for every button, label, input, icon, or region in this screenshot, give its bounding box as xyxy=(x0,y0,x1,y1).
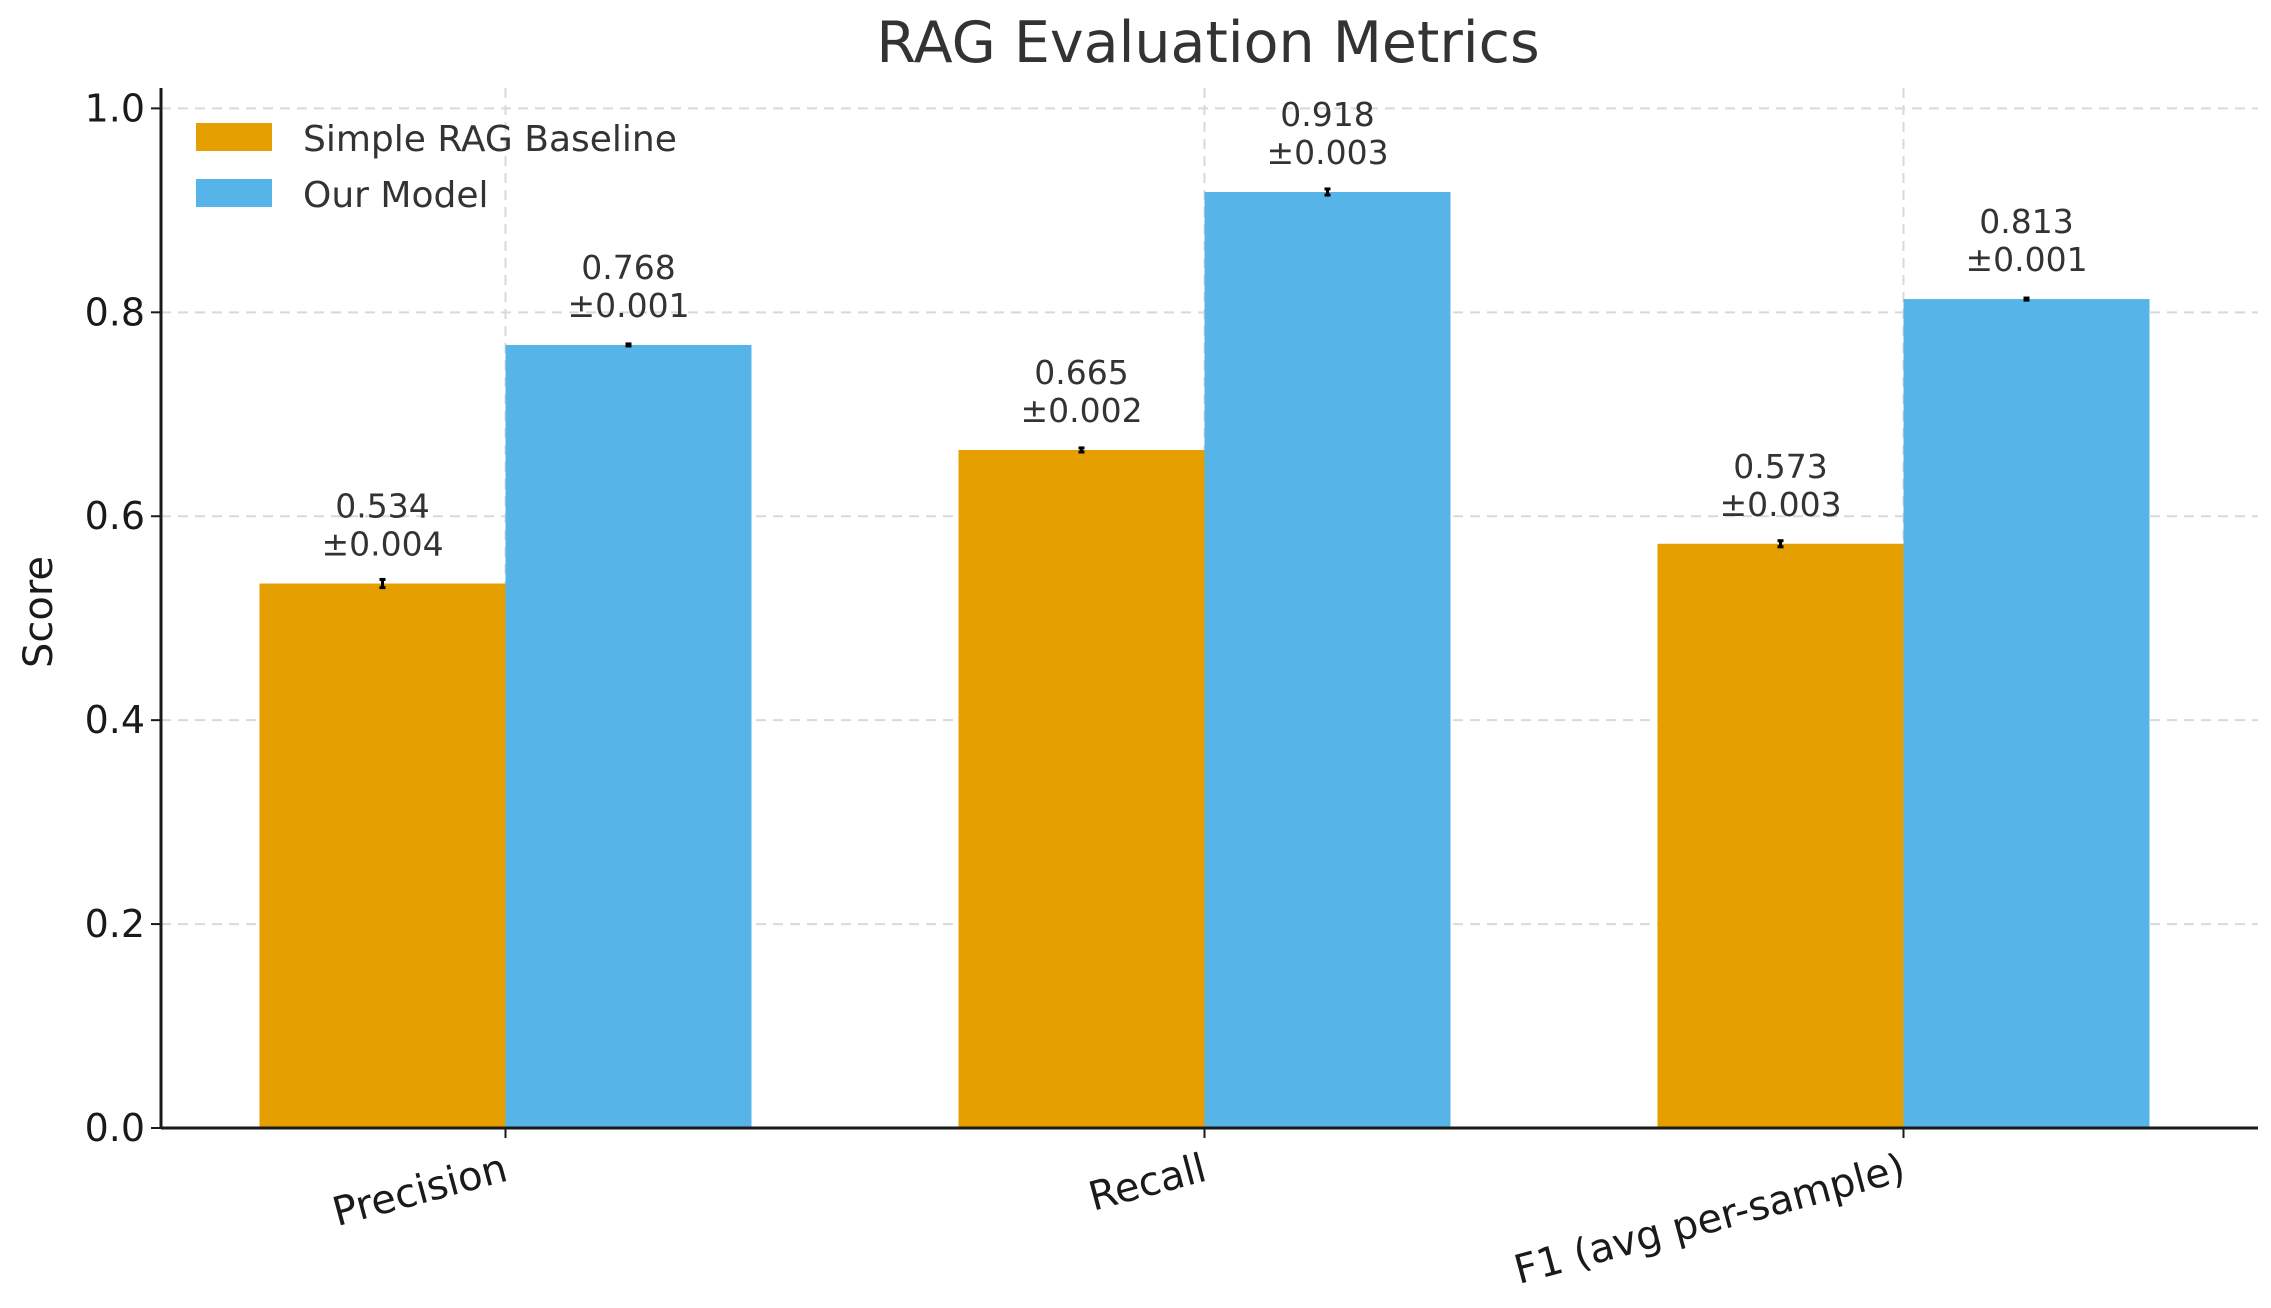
data-error-label: ±0.003 xyxy=(1719,485,1841,524)
bar[interactable] xyxy=(1204,192,1451,1128)
data-value-label: 0.534 xyxy=(335,487,429,526)
y-tick-label: 0.2 xyxy=(85,902,145,946)
x-tick-label: F1 (avg per-sample) xyxy=(1509,1145,1910,1294)
data-error-label: ±0.001 xyxy=(1965,240,2087,279)
legend-swatch xyxy=(196,123,272,151)
legend-label: Simple RAG Baseline xyxy=(303,119,677,160)
y-tick-label: 0.4 xyxy=(85,698,145,742)
bar[interactable] xyxy=(505,344,752,1128)
data-value-label: 0.573 xyxy=(1733,447,1827,486)
data-error-label: ±0.003 xyxy=(1266,133,1388,172)
data-error-label: ±0.002 xyxy=(1020,391,1142,430)
y-tick-label: 0.8 xyxy=(85,290,145,334)
bar[interactable] xyxy=(958,449,1205,1128)
bar[interactable] xyxy=(1903,299,2150,1128)
data-error-label: ±0.001 xyxy=(567,286,689,325)
bar[interactable] xyxy=(259,583,506,1128)
y-tick-label: 1.0 xyxy=(85,86,145,130)
bars xyxy=(259,187,2150,1128)
data-error-label: ±0.004 xyxy=(321,525,443,564)
legend-swatch xyxy=(196,179,272,207)
data-value-label: 0.665 xyxy=(1034,353,1128,392)
data-value-label: 0.768 xyxy=(581,248,675,287)
legend[interactable]: Simple RAG Baseline Our Model xyxy=(196,119,677,216)
data-value-label: 0.918 xyxy=(1280,95,1374,134)
y-tick-label: 0.6 xyxy=(85,494,145,538)
bar[interactable] xyxy=(1657,543,1904,1128)
y-axis-label: Score xyxy=(16,556,62,668)
legend-label: Our Model xyxy=(303,175,488,216)
data-value-label: 0.813 xyxy=(1979,202,2073,241)
y-tick-label: 0.0 xyxy=(85,1106,145,1150)
data-labels: 0.534±0.0040.665±0.0020.573±0.0030.768±0… xyxy=(321,95,2087,564)
chart-title: RAG Evaluation Metrics xyxy=(876,10,1539,76)
x-tick-label: Precision xyxy=(328,1145,512,1236)
x-tick-label: Recall xyxy=(1084,1145,1211,1220)
